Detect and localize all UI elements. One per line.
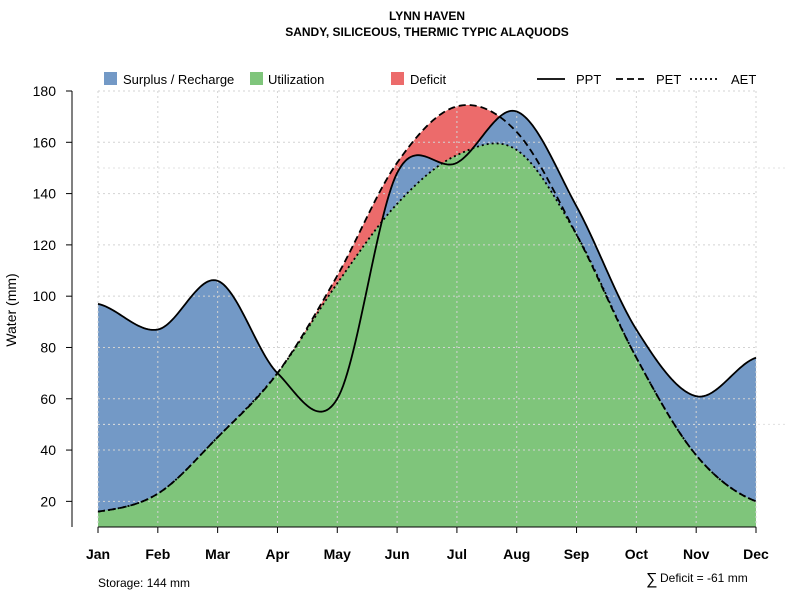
y-tick-label: 80: [40, 339, 56, 355]
chart-title: LYNN HAVEN: [389, 9, 465, 23]
x-tick-label: Mar: [205, 546, 230, 562]
sum-symbol: ∑: [646, 571, 657, 588]
y-tick-label: 180: [33, 83, 57, 99]
x-tick-label: Dec: [743, 546, 769, 562]
y-axis-label: Water (mm): [3, 273, 19, 346]
y-tick-label: 20: [40, 493, 56, 509]
x-tick-label: Jul: [447, 546, 467, 562]
x-tick-label: Oct: [625, 546, 649, 562]
plot-area: 20 40 60 80 100 120 140 160 180 Jan Feb Mar Apr May Ju…: [33, 83, 785, 562]
legend-label: Deficit: [410, 72, 447, 87]
legend-label: Surplus / Recharge: [123, 72, 234, 87]
series-line-pet: [97, 104, 757, 513]
x-tick-label: Jun: [385, 546, 410, 562]
legend-label: AET: [731, 72, 756, 87]
y-tick-label: 120: [33, 237, 57, 253]
x-tick-label: Nov: [683, 546, 710, 562]
deficit-note: Deficit = -61 mm: [660, 571, 748, 585]
y-tick-label: 140: [33, 186, 57, 202]
legend-swatch: [391, 72, 404, 85]
legend-label: PPT: [576, 72, 601, 87]
legend-label: PET: [656, 72, 681, 87]
x-tick-label: Feb: [145, 546, 170, 562]
x-tick-label: May: [324, 546, 351, 562]
x-tick-label: Sep: [564, 546, 590, 562]
legend-swatch: [250, 72, 263, 85]
x-tick-label: Aug: [503, 546, 530, 562]
y-tick-label: 160: [33, 134, 57, 150]
chart-subtitle: SANDY, SILICEOUS, THERMIC TYPIC ALAQUODS: [285, 25, 569, 39]
y-tick-label: 40: [40, 442, 56, 458]
x-tick-label: Apr: [265, 546, 290, 562]
utilization-area: [98, 143, 756, 527]
legend-swatch: [104, 72, 117, 85]
y-tick-label: 60: [40, 391, 56, 407]
series-line-aet: [97, 142, 757, 513]
legend: Surplus / Recharge Utilization Deficit PPT P…: [104, 72, 756, 87]
x-tick-label: Jan: [86, 546, 110, 562]
series-line-ppt: [97, 109, 757, 413]
y-tick-label: 100: [33, 288, 57, 304]
storage-note: Storage: 144 mm: [98, 576, 190, 590]
legend-label: Utilization: [268, 72, 324, 87]
